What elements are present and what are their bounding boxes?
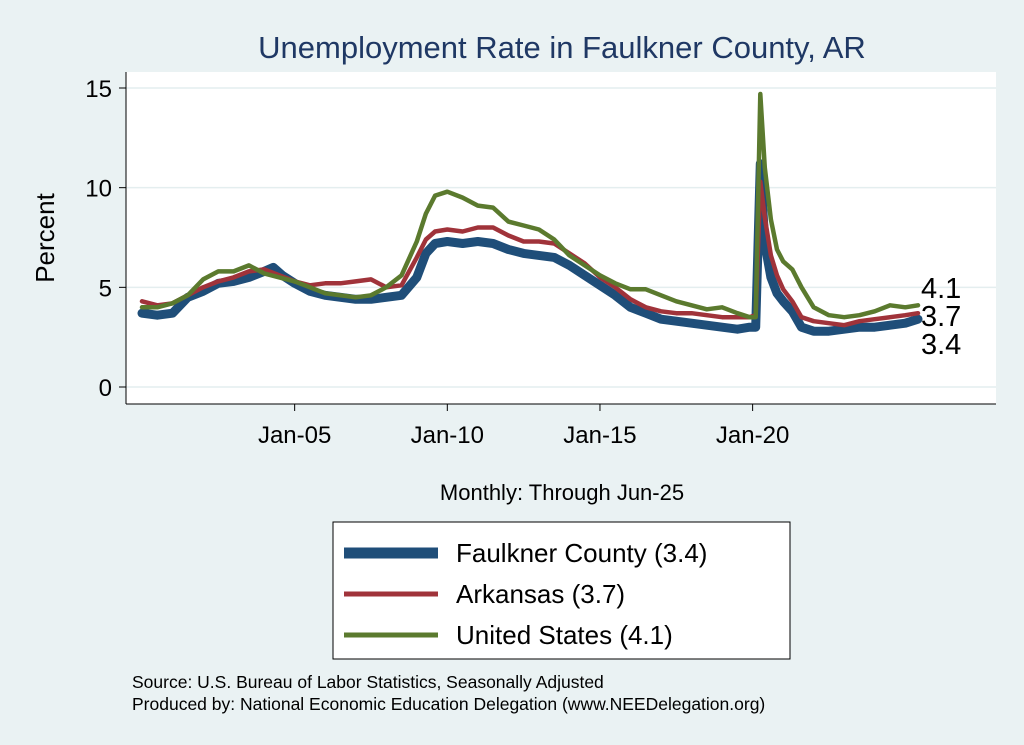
y-tick-label: 5	[99, 275, 112, 302]
x-tick-label: Jan-20	[716, 422, 789, 449]
end-labels: 3.43.74.1	[921, 273, 961, 361]
chart-title: Unemployment Rate in Faulkner County, AR	[258, 30, 866, 65]
legend: Faulkner County (3.4) Arkansas (3.7) Unite…	[332, 521, 791, 660]
x-tick-label: Jan-10	[411, 422, 484, 449]
y-tick-label: 15	[85, 76, 112, 103]
series-lines	[137, 91, 923, 336]
y-axis-title: Percent	[30, 192, 60, 282]
grid	[126, 87, 996, 388]
legend-label: United States (4.1)	[456, 620, 673, 650]
y-tick-label: 0	[99, 375, 112, 402]
x-tick-label: Jan-15	[563, 422, 636, 449]
legend-label: Arkansas (3.7)	[456, 579, 625, 609]
end-value-label: 4.1	[921, 273, 961, 305]
x-tick-label: Jan-05	[258, 422, 331, 449]
plot-area	[126, 72, 996, 404]
y-tick-label: 10	[85, 176, 112, 203]
x-axis-title: Monthly: Through Jun-25	[440, 480, 684, 505]
source-line-2: Produced by: National Economic Education…	[132, 694, 765, 714]
series-line-2	[139, 91, 921, 320]
end-value-label: 3.7	[921, 301, 961, 333]
series-line-0	[137, 159, 923, 336]
legend-label: Faulkner County (3.4)	[456, 538, 707, 568]
source-line-1: Source: U.S. Bureau of Labor Statistics,…	[132, 672, 604, 692]
axes: 0 5 10 15 Jan-05 Jan-10 Jan-15 Jan-20	[85, 72, 996, 449]
end-value-label: 3.4	[921, 329, 961, 361]
